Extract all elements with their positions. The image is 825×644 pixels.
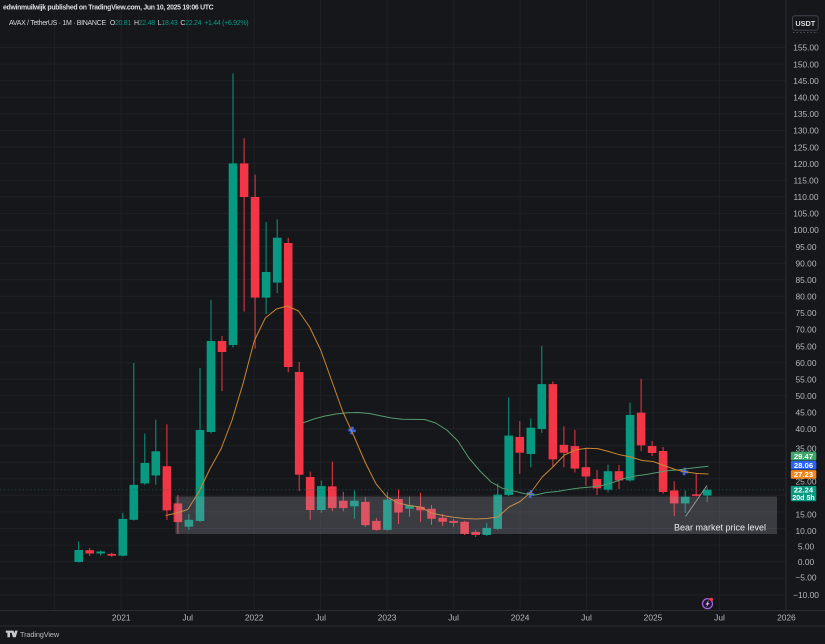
- svg-text:15.00: 15.00: [796, 509, 817, 519]
- svg-text:115.00: 115.00: [794, 175, 819, 185]
- svg-text:AVAX / TetherUS · 1M · BINANCE: AVAX / TetherUS · 1M · BINANCE O20.81 H22.…: [9, 20, 248, 27]
- svg-text:80.00: 80.00: [796, 292, 817, 302]
- svg-text:140.00: 140.00: [793, 93, 819, 103]
- svg-text:50.00: 50.00: [796, 391, 817, 401]
- svg-text:40.00: 40.00: [796, 424, 817, 434]
- svg-text:75.00: 75.00: [796, 308, 817, 318]
- svg-text:125.00: 125.00: [793, 142, 819, 152]
- svg-text:70.00: 70.00: [796, 325, 817, 335]
- svg-text:65.00: 65.00: [796, 341, 817, 351]
- svg-text:2022: 2022: [245, 613, 264, 623]
- svg-text:Jul: Jul: [182, 613, 193, 623]
- svg-text:Bear market price level: Bear market price level: [674, 523, 766, 533]
- svg-text:USDT: USDT: [795, 19, 815, 28]
- svg-text:10.00: 10.00: [796, 526, 817, 536]
- svg-text:TradingView: TradingView: [20, 630, 60, 639]
- svg-text:135.00: 135.00: [793, 109, 819, 119]
- svg-text:22.24: 22.24: [794, 486, 814, 495]
- svg-text:Jul: Jul: [315, 613, 326, 623]
- svg-text:90.00: 90.00: [796, 258, 817, 268]
- svg-text:25.00: 25.00: [796, 476, 817, 486]
- svg-text:130.00: 130.00: [793, 126, 819, 136]
- svg-text:27.23: 27.23: [794, 470, 813, 479]
- svg-text:145.00: 145.00: [793, 76, 819, 86]
- svg-text:−5.00: −5.00: [795, 573, 817, 583]
- svg-text:105.00: 105.00: [793, 209, 819, 219]
- svg-text:155.00: 155.00: [793, 43, 819, 53]
- svg-text:100.00: 100.00: [793, 225, 819, 235]
- svg-text:120.00: 120.00: [793, 159, 819, 169]
- svg-text:0.00: 0.00: [798, 557, 815, 567]
- svg-text:28.06: 28.06: [794, 461, 813, 470]
- svg-text:60.00: 60.00: [796, 358, 817, 368]
- svg-text:55.00: 55.00: [796, 374, 817, 384]
- svg-text:−10.00: −10.00: [793, 590, 819, 600]
- svg-text:2023: 2023: [378, 613, 397, 623]
- svg-text:29.47: 29.47: [794, 452, 813, 461]
- svg-text:20d 5h: 20d 5h: [792, 494, 814, 502]
- svg-text:2026: 2026: [777, 613, 796, 623]
- svg-text:95.00: 95.00: [796, 242, 817, 252]
- svg-text:150.00: 150.00: [793, 59, 819, 69]
- svg-text:5.00: 5.00: [798, 542, 815, 552]
- svg-text:2025: 2025: [644, 613, 663, 623]
- svg-text:2024: 2024: [511, 613, 530, 623]
- svg-text:Jul: Jul: [581, 613, 592, 623]
- svg-text:85.00: 85.00: [796, 275, 817, 285]
- svg-text:35.00: 35.00: [796, 443, 817, 453]
- svg-text:45.00: 45.00: [796, 408, 817, 418]
- svg-text:Jul: Jul: [714, 613, 725, 623]
- svg-text:2021: 2021: [112, 613, 131, 623]
- svg-text:edwinmuilwijk published on Tra: edwinmuilwijk published on TradingView.c…: [3, 5, 214, 12]
- svg-text:110.00: 110.00: [794, 192, 819, 202]
- svg-text:Jul: Jul: [448, 613, 459, 623]
